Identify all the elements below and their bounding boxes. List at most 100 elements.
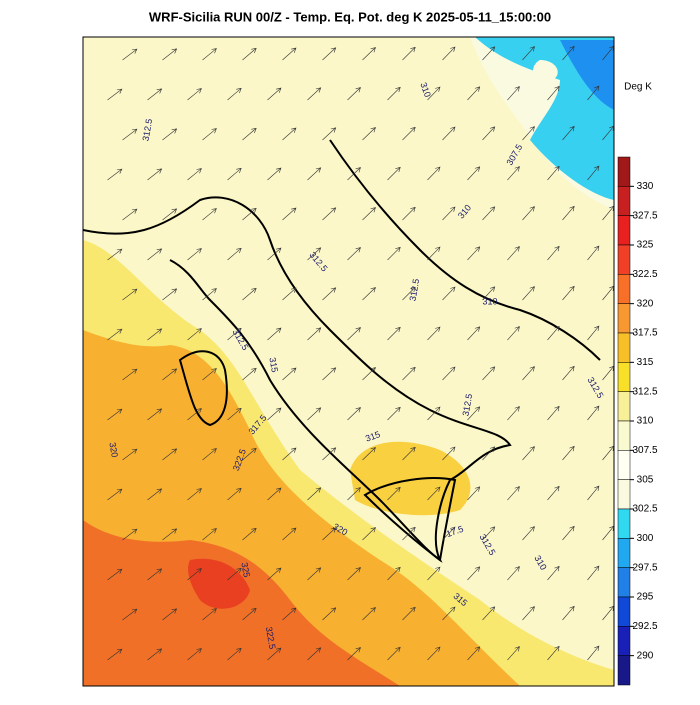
- wind-arrow: [402, 206, 416, 221]
- wind-arrow: [307, 487, 322, 501]
- wind-arrow: [347, 407, 361, 421]
- colorbar-unit: Deg K: [624, 82, 652, 93]
- wind-arrow: [522, 606, 535, 621]
- wind-arrow: [267, 567, 282, 581]
- wind-arrow: [162, 368, 178, 381]
- wind-arrow: [227, 487, 242, 501]
- wind-arrow: [162, 608, 178, 621]
- wind-arrow: [307, 407, 322, 421]
- wind-arrow: [547, 85, 560, 101]
- wind-arrow: [162, 448, 178, 461]
- wind-arrow: [507, 486, 520, 501]
- wind-arrow: [562, 365, 575, 381]
- wind-arrow: [467, 486, 481, 501]
- wind-arrow: [547, 245, 560, 261]
- colder-zone: [560, 40, 614, 110]
- colorbar-label: 312.5: [632, 386, 657, 397]
- wind-arrow: [227, 407, 242, 421]
- wind-arrow: [362, 447, 376, 461]
- hotter-zone: [83, 520, 400, 686]
- wind-arrow: [467, 326, 481, 341]
- wind-arrow: [347, 487, 361, 501]
- colorbar-segment: [617, 479, 631, 510]
- wind-arrow: [387, 486, 401, 501]
- contour-label: 310: [482, 296, 497, 306]
- wind-arrow: [482, 446, 496, 461]
- contour-label: 312.5: [461, 393, 475, 417]
- wind-arrow: [242, 607, 257, 621]
- wind-arrow: [267, 167, 282, 181]
- wind-arrow: [522, 446, 535, 461]
- wind-arrow: [307, 87, 322, 101]
- wind-arrow: [427, 326, 441, 341]
- wind-arrow: [522, 46, 535, 61]
- colorbar-segment: [617, 332, 631, 363]
- wind-arrow: [187, 568, 202, 581]
- contour-label: 322.5: [264, 626, 278, 650]
- wind-arrow: [507, 566, 520, 581]
- wind-arrow: [307, 327, 322, 341]
- wind-arrow: [122, 288, 138, 301]
- wind-arrow: [467, 646, 481, 661]
- wind-arrow: [322, 447, 337, 461]
- wind-arrow: [562, 205, 575, 221]
- wind-arrow: [507, 86, 520, 101]
- wind-arrow: [147, 488, 163, 501]
- wind-arrow: [522, 366, 535, 381]
- sicily-warm: [350, 441, 471, 516]
- wind-arrow: [242, 207, 257, 221]
- wind-arrow: [442, 606, 456, 621]
- colorbar-segment: [617, 156, 631, 187]
- wind-arrow: [362, 207, 376, 221]
- wind-arrow: [427, 86, 441, 101]
- wind-arrow: [107, 248, 123, 261]
- colorbar-segment: [617, 450, 631, 480]
- wind-arrow: [322, 287, 337, 301]
- wind-arrow: [362, 607, 376, 621]
- colorbar-segment: [617, 391, 631, 422]
- wind-arrow: [107, 488, 123, 501]
- wind-arrow: [242, 527, 257, 541]
- wind-arrow: [467, 566, 481, 581]
- wind-arrow: [362, 47, 376, 61]
- wind-arrow: [482, 366, 496, 381]
- wind-arrow: [562, 285, 575, 301]
- wind-arrow: [107, 168, 123, 181]
- wind-arrow: [322, 127, 337, 141]
- colorbar-segment: [617, 655, 631, 686]
- wind-arrow: [147, 248, 163, 261]
- wind-arrow: [227, 327, 242, 341]
- wind-arrow: [547, 565, 560, 581]
- wind-arrow: [107, 88, 123, 101]
- wind-arrow: [387, 326, 401, 341]
- wind-arrow: [507, 246, 520, 261]
- wind-arrow: [507, 406, 520, 421]
- colorbar-segment: [617, 186, 631, 216]
- hottest-zone: [188, 558, 250, 609]
- wind-arrow: [442, 206, 456, 221]
- wind-arrow: [547, 405, 560, 421]
- wind-arrow: [402, 446, 416, 461]
- contour-label: 312.5: [408, 278, 422, 302]
- wind-arrow: [587, 165, 600, 181]
- wind-arrow: [387, 406, 401, 421]
- wind-arrow: [427, 566, 441, 581]
- cold-zone: [475, 37, 614, 200]
- colorbar-segment: [617, 626, 631, 656]
- wind-arrow: [242, 287, 257, 301]
- wind-arrow: [442, 46, 456, 61]
- wind-arrow: [387, 166, 401, 181]
- wind-arrow: [522, 526, 535, 541]
- wind-arrow: [347, 87, 361, 101]
- wind-arrow: [242, 47, 257, 61]
- wind-arrow: [307, 567, 322, 581]
- wind-arrow: [587, 405, 600, 421]
- colorbar: 330 327.5 325 322.5 320 317.5 315 312.5 310 307.5…: [617, 156, 658, 686]
- wind-arrow: [442, 366, 456, 381]
- colorbar-segment: [617, 303, 631, 334]
- colorbar-segment: [617, 274, 631, 304]
- wind-arrow: [282, 367, 297, 381]
- wind-arrow: [282, 47, 297, 61]
- wind-arrow: [322, 47, 337, 61]
